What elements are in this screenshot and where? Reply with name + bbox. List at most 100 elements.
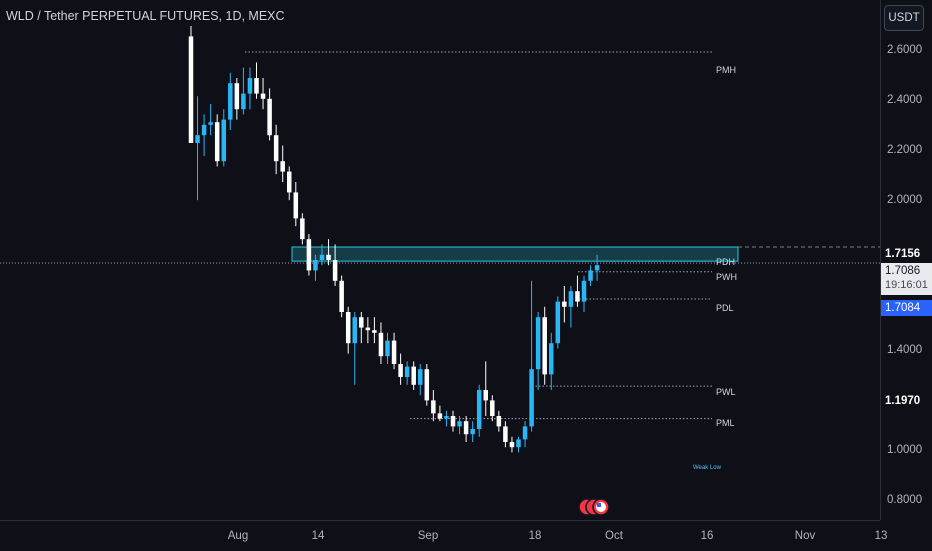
candle-body [391, 340, 397, 364]
candle-body [444, 416, 449, 419]
candle-body [234, 83, 240, 110]
candle-body [568, 291, 574, 307]
candle-body [457, 421, 462, 427]
candle-body [549, 343, 554, 375]
candle-body [345, 312, 351, 344]
candle-body [470, 429, 475, 435]
level-label-pwl: PWL [716, 387, 736, 397]
candle-body [529, 369, 534, 427]
candle-body [306, 239, 312, 271]
candle-body [254, 78, 259, 94]
candle-body [404, 366, 410, 377]
price-axis[interactable] [880, 0, 932, 520]
candle-body [503, 426, 508, 442]
time-tick: 14 [311, 530, 325, 542]
candle-body [431, 400, 436, 414]
candle-body [516, 439, 521, 448]
candle-body [326, 254, 331, 260]
candle-body [287, 171, 292, 193]
candle-body [293, 192, 299, 219]
economic-events-icon[interactable] [578, 496, 612, 518]
candle-body [385, 340, 390, 357]
candle-body [555, 301, 561, 344]
candle-body [575, 291, 580, 302]
support-price-tag: 1.1970 [881, 393, 932, 409]
candle-body [483, 390, 488, 401]
candle-body [339, 280, 344, 312]
zone-top-price-tag: 1.7156 [881, 246, 932, 262]
time-tick: 16 [700, 530, 714, 542]
candle-body [594, 265, 600, 271]
supply-zone-box [291, 246, 739, 262]
last-price-tag: 1.7084 [881, 300, 932, 316]
price-tick: 2.2000 [887, 144, 923, 156]
time-tick: Aug [227, 530, 249, 542]
current-price-value: 1.7086 [885, 265, 921, 277]
candle-body [214, 122, 220, 162]
candle-body [300, 218, 305, 240]
candle-body [228, 83, 233, 120]
level-label-pml: PML [716, 418, 735, 428]
candle-body [247, 78, 253, 94]
candle-body [221, 119, 226, 162]
candle-body [450, 416, 456, 427]
candle-body [437, 413, 443, 419]
price-tick: 1.4000 [887, 344, 923, 356]
price-tick: 1.0000 [887, 444, 923, 456]
candle-body [581, 280, 587, 302]
level-label-pmh: PMH [716, 65, 736, 75]
price-tick: 0.8000 [887, 494, 923, 506]
currency-button[interactable]: USDT [884, 5, 924, 31]
chart-area[interactable]: WLD / Tether PERPETUAL FUTURES, 1D, MEXC… [0, 0, 880, 520]
candle-body [490, 400, 495, 416]
candle-body [352, 317, 357, 344]
price-tick: 2.0000 [887, 194, 923, 206]
level-label-pwh: PWH [716, 272, 737, 282]
current-price-box: 1.7086 19:16:01 [881, 263, 932, 295]
candle-body [260, 93, 266, 99]
candle-body [365, 327, 371, 331]
candle-body [359, 317, 364, 328]
candle-body [273, 135, 279, 162]
level-label-pdh: PDH [716, 257, 736, 267]
price-tick: 2.4000 [887, 94, 923, 106]
time-axis[interactable] [0, 520, 880, 551]
candle-body [332, 260, 338, 281]
candle-body [562, 301, 567, 307]
candle-body [418, 369, 423, 385]
candle-body [476, 390, 482, 429]
candle-body [313, 260, 318, 271]
time-tick: Oct [605, 530, 623, 542]
candle-body [509, 442, 515, 448]
candle-body [195, 135, 200, 143]
candle-body [372, 330, 377, 333]
candle-body [398, 364, 403, 377]
time-tick: 18 [528, 530, 542, 542]
candle-body [535, 317, 541, 370]
price-tick: 2.6000 [887, 44, 923, 56]
candle-body [378, 332, 384, 357]
candle-body [241, 93, 246, 110]
candle-body [319, 254, 325, 260]
weak-low-label: Weak Low [693, 465, 721, 471]
candle-body [542, 317, 547, 375]
candlestick-chart[interactable] [0, 0, 880, 520]
candle-body [522, 426, 528, 440]
candle-body [201, 124, 207, 136]
candle-body [496, 416, 502, 427]
countdown-timer: 19:16:01 [885, 279, 928, 291]
candle-body [188, 36, 194, 143]
time-tick: Sep [417, 530, 439, 542]
candle-body [588, 270, 593, 281]
time-tick: Nov [794, 530, 816, 542]
symbol-title-text[interactable]: WLD / Tether PERPETUAL FUTURES, 1D, MEXC [6, 9, 285, 23]
level-label-pdl: PDL [716, 303, 734, 313]
time-tick: 13 [874, 530, 888, 542]
symbol-title[interactable]: WLD / Tether PERPETUAL FUTURES, 1D, MEXC [6, 9, 285, 23]
candle-body [424, 369, 430, 401]
candle-body [411, 366, 416, 385]
candle-body [208, 122, 213, 125]
candle-body [463, 421, 469, 435]
candle-body [280, 161, 285, 172]
candle-body [267, 98, 272, 136]
